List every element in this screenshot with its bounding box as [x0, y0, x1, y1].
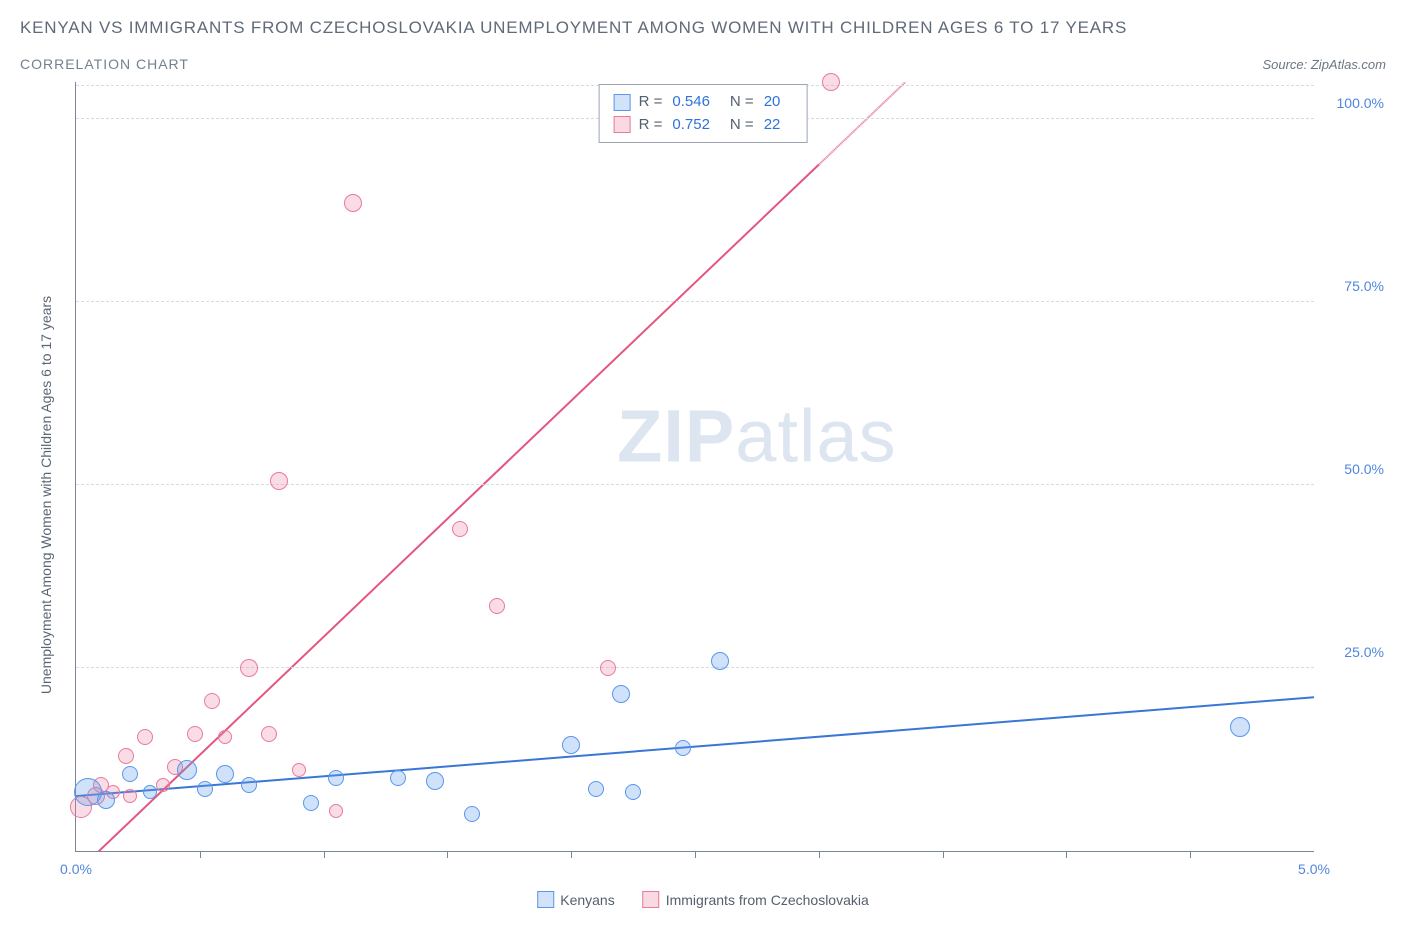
data-point — [426, 772, 444, 790]
data-point — [612, 685, 630, 703]
gridline — [76, 667, 1314, 668]
data-point — [261, 726, 277, 742]
data-point — [489, 598, 505, 614]
data-point — [270, 472, 288, 490]
data-point — [822, 73, 840, 91]
x-tick — [324, 851, 325, 858]
chart-area: R =0.546 N =20 R =0.752 N =22 Unemployme… — [20, 80, 1386, 910]
data-point — [292, 763, 306, 777]
gridline — [76, 301, 1314, 302]
x-tick — [819, 851, 820, 858]
plot-region: ZIPatlas 25.0%50.0%75.0%100.0%0.0%5.0% — [75, 82, 1314, 852]
data-point — [329, 804, 343, 818]
legend-pink-label: Immigrants from Czechoslovakia — [666, 892, 869, 908]
data-point — [137, 729, 153, 745]
data-point — [625, 784, 641, 800]
x-tick-label: 5.0% — [1298, 861, 1330, 877]
chart-title: KENYAN VS IMMIGRANTS FROM CZECHOSLOVAKIA… — [20, 18, 1386, 38]
data-point — [303, 795, 319, 811]
swatch-pink-icon — [643, 891, 660, 908]
data-point — [187, 726, 203, 742]
chart-subtitle: CORRELATION CHART — [20, 56, 189, 72]
swatch-blue-icon — [537, 891, 554, 908]
y-axis-label: Unemployment Among Women with Children A… — [38, 296, 54, 694]
data-point — [711, 652, 729, 670]
swatch-pink-icon — [614, 116, 631, 133]
x-tick — [1066, 851, 1067, 858]
data-point — [123, 789, 137, 803]
y-tick-label: 100.0% — [1324, 95, 1384, 111]
data-point — [240, 659, 258, 677]
x-tick — [1190, 851, 1191, 858]
data-point — [122, 766, 138, 782]
y-tick-label: 50.0% — [1324, 461, 1384, 477]
x-tick-label: 0.0% — [60, 861, 92, 877]
x-tick — [695, 851, 696, 858]
chart-header: KENYAN VS IMMIGRANTS FROM CZECHOSLOVAKIA… — [0, 0, 1406, 72]
data-point — [562, 736, 580, 754]
data-point — [600, 660, 616, 676]
source-label: Source: ZipAtlas.com — [1262, 57, 1386, 72]
bottom-legend: Kenyans Immigrants from Czechoslovakia — [537, 891, 869, 908]
data-point — [390, 770, 406, 786]
data-point — [344, 194, 362, 212]
data-point — [452, 521, 468, 537]
data-point — [216, 765, 234, 783]
gridline — [76, 484, 1314, 485]
data-point — [241, 777, 257, 793]
data-point — [197, 781, 213, 797]
watermark: ZIPatlas — [617, 393, 896, 478]
swatch-blue-icon — [614, 94, 631, 111]
y-tick-label: 75.0% — [1324, 278, 1384, 294]
data-point — [1230, 717, 1250, 737]
data-point — [218, 730, 232, 744]
data-point — [177, 760, 197, 780]
data-point — [204, 693, 220, 709]
stats-legend: R =0.546 N =20 R =0.752 N =22 — [599, 84, 808, 143]
x-tick — [943, 851, 944, 858]
data-point — [588, 781, 604, 797]
legend-blue-label: Kenyans — [560, 892, 614, 908]
data-point — [143, 785, 157, 799]
y-tick-label: 25.0% — [1324, 644, 1384, 660]
data-point — [328, 770, 344, 786]
data-point — [156, 778, 170, 792]
x-tick — [571, 851, 572, 858]
data-point — [675, 740, 691, 756]
x-tick — [447, 851, 448, 858]
x-tick — [200, 851, 201, 858]
data-point — [118, 748, 134, 764]
data-point — [97, 791, 115, 809]
data-point — [464, 806, 480, 822]
